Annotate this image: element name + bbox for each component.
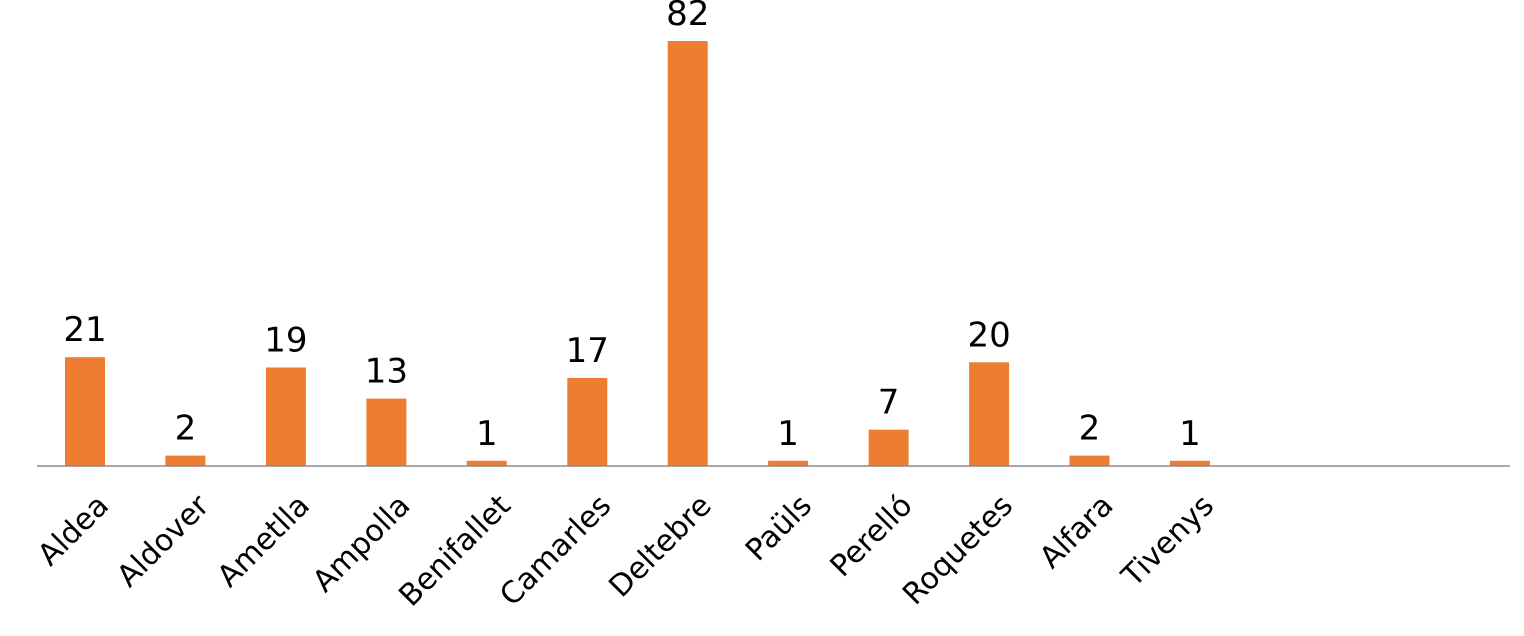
- category-label-camarles: Camarles: [493, 488, 618, 613]
- category-label-aldea: Aldea: [31, 488, 116, 573]
- bar-roquetes: [969, 362, 1010, 466]
- value-label-camarles: 17: [566, 331, 609, 371]
- category-label-tivenys: Tivenys: [1115, 488, 1221, 594]
- category-labels-layer: AldeaAldoverAmetllaAmpollaBenifalletCama…: [31, 488, 1221, 614]
- value-label-ametlla: 19: [264, 321, 307, 361]
- bars-layer: [65, 41, 1210, 466]
- category-label-ametlla: Ametlla: [211, 488, 317, 594]
- value-label-alfara: 2: [1079, 409, 1101, 449]
- category-label-paüls: Paüls: [739, 488, 819, 568]
- bar-perelló: [868, 429, 909, 466]
- value-label-aldover: 2: [175, 409, 197, 449]
- bar-aldea: [65, 357, 105, 466]
- category-label-deltebre: Deltebre: [602, 488, 718, 604]
- bar-alfara: [1069, 455, 1110, 466]
- bar-aldover: [165, 455, 206, 466]
- value-label-benifallet: 1: [476, 414, 498, 454]
- value-label-roquetes: 20: [967, 315, 1010, 355]
- value-label-deltebre: 82: [666, 0, 709, 34]
- category-label-alfara: Alfara: [1033, 488, 1120, 575]
- bar-benifallet: [466, 460, 507, 466]
- bar-ametlla: [265, 367, 306, 466]
- value-label-aldea: 21: [63, 310, 106, 350]
- bar-paüls: [768, 460, 809, 466]
- value-label-perelló: 7: [878, 383, 900, 423]
- bar-ampolla: [366, 398, 407, 466]
- category-label-perelló: Perelló: [824, 488, 920, 584]
- value-label-tivenys: 1: [1179, 414, 1201, 454]
- bar-camarles: [567, 377, 608, 466]
- category-label-aldover: Aldover: [110, 488, 216, 594]
- bar-deltebre: [667, 41, 708, 466]
- bar-tivenys: [1170, 460, 1210, 466]
- value-label-ampolla: 13: [365, 352, 408, 392]
- category-label-roquetes: Roquetes: [896, 488, 1020, 612]
- value-label-paüls: 1: [777, 414, 799, 454]
